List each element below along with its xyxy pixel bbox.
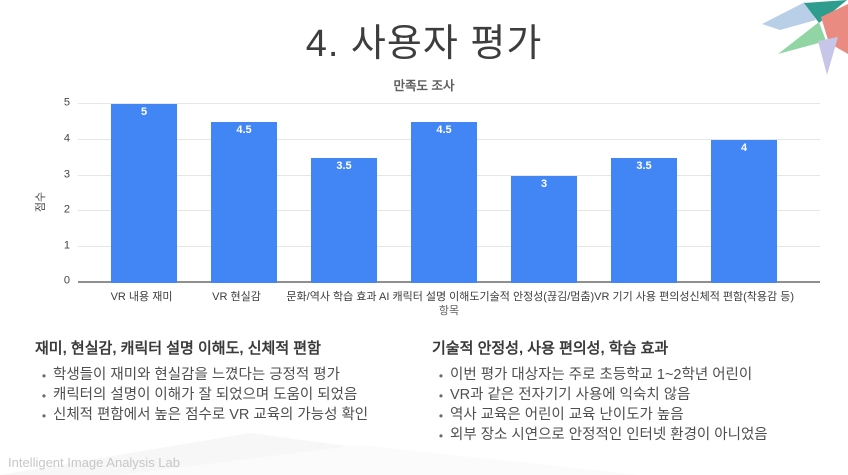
bar-value-label: 4.5 bbox=[436, 123, 452, 136]
bullet-text: 역사 교육은 어린이 교육 난이도가 높음 bbox=[450, 407, 684, 423]
notes-left-heading: 재미, 현실감, 캐릭터 설명 이해도, 신체적 편함 bbox=[35, 340, 321, 357]
bar: 5 bbox=[111, 104, 177, 283]
bar-value-label: 4.5 bbox=[236, 123, 252, 136]
bar-series: 5 4.5 3.5 4.5 3 3.5 4 bbox=[94, 104, 794, 283]
bar-slot: 3 bbox=[494, 104, 594, 283]
watermark-decoration bbox=[0, 433, 640, 475]
chart-title: 만족도 조사 bbox=[393, 79, 455, 93]
notes-right-list: • 이번 평가 대상자는 주로 초등학교 1~2학년 어린이 • VR과 같은 전자기… bbox=[432, 367, 838, 445]
bar: 3.5 bbox=[611, 157, 677, 283]
gridline: 5 bbox=[64, 96, 820, 108]
bullet-marker: • bbox=[438, 429, 444, 443]
category-label: VR 기기 사용 편의성 bbox=[594, 291, 690, 303]
bullet-text: 학생들이 재미와 현실감을 느꼈다는 긍정적 평가 bbox=[53, 367, 340, 383]
pinwheel-decoration bbox=[762, 0, 848, 75]
page-title: 4. 사용자 평가 bbox=[305, 23, 543, 65]
bar-slot: 3.5 bbox=[594, 104, 694, 283]
bullet-text: 신체적 편함에서 높은 점수로 VR 교육의 가능성 확인 bbox=[53, 407, 369, 423]
bullet-marker: • bbox=[41, 369, 47, 383]
category-label: VR 내용 재미 bbox=[110, 291, 173, 303]
category-label: 문화/역사 학습 효과 bbox=[286, 291, 377, 303]
notes-section: 재미, 현실감, 캐릭터 설명 이해도, 신체적 편함 • 학생들이 재미와 현실… bbox=[35, 337, 838, 447]
category-label: 기술적 안정성(끊김/멈춤) bbox=[479, 291, 595, 303]
bar-value-label: 5 bbox=[140, 106, 148, 118]
bar-slot: 4.5 bbox=[394, 104, 494, 283]
bar: 3 bbox=[511, 175, 577, 283]
bar-slot: 4 bbox=[694, 104, 794, 283]
bullet-item: • 역사 교육은 어린이 교육 난이도가 높음 bbox=[432, 407, 838, 425]
bar-slot: 5 bbox=[94, 104, 194, 283]
bullet-marker: • bbox=[438, 369, 444, 383]
category-label: AI 캐릭터 설명 이해도 bbox=[379, 291, 480, 303]
bullet-marker: • bbox=[438, 409, 444, 423]
bar: 4.5 bbox=[211, 121, 277, 283]
notes-left-column: 재미, 현실감, 캐릭터 설명 이해도, 신체적 편함 • 학생들이 재미와 현실… bbox=[35, 337, 432, 447]
satisfaction-bar-chart: 만족도 조사 점수 0 1 2 3 4 5 5 4.5 3.5 4.5 3 3.5 4 VR 내용 재… bbox=[0, 70, 848, 320]
y-tick-label: 4 bbox=[63, 132, 70, 145]
bullet-text: 외부 장소 시연으로 안정적인 인터넷 환경이 아니었음 bbox=[450, 427, 768, 443]
y-axis-title: 점수 bbox=[35, 191, 48, 213]
category-axis-labels: VR 내용 재미 VR 현실감 문화/역사 학습 효과 AI 캐릭터 설명 이해도 기술… bbox=[94, 288, 794, 304]
bullet-marker: • bbox=[438, 389, 444, 403]
y-tick-label: 5 bbox=[63, 96, 70, 109]
bullet-text: VR과 같은 전자기기 사용에 익숙치 않음 bbox=[450, 387, 691, 403]
y-tick-label: 3 bbox=[63, 168, 70, 181]
y-tick-label: 2 bbox=[63, 203, 70, 216]
bar: 4 bbox=[711, 139, 777, 283]
bullet-marker: • bbox=[41, 389, 47, 403]
bar: 4.5 bbox=[411, 121, 477, 283]
bullet-item: • VR과 같은 전자기기 사용에 익숙치 않음 bbox=[432, 387, 838, 405]
notes-left-list: • 학생들이 재미와 현실감을 느꼈다는 긍정적 평가 • 캐릭터의 설명이 이해가 … bbox=[35, 367, 432, 425]
bullet-marker: • bbox=[41, 409, 47, 423]
y-tick-label: 0 bbox=[63, 274, 70, 287]
bar-value-label: 3.5 bbox=[636, 159, 652, 172]
bar-value-label: 3.5 bbox=[336, 159, 352, 172]
bar-slot: 4.5 bbox=[194, 104, 294, 283]
category-label: VR 현실감 bbox=[212, 291, 261, 303]
y-tick-label: 1 bbox=[63, 239, 70, 252]
bullet-item: • 외부 장소 시연으로 안정적인 인터넷 환경이 아니었음 bbox=[432, 427, 838, 445]
notes-right-heading: 기술적 안정성, 사용 편의성, 학습 효과 bbox=[432, 340, 669, 357]
x-axis-title: 항목 bbox=[438, 305, 460, 317]
category-label: 신체적 편함(착용감 등) bbox=[689, 291, 794, 303]
bar-slot: 3.5 bbox=[294, 104, 394, 283]
chart-plot-area: 0 1 2 3 4 5 5 4.5 3.5 4.5 3 3.5 4 VR 내용 재미 VR 현실감 문화/… bbox=[64, 96, 820, 303]
bullet-item: • 캐릭터의 설명이 이해가 잘 되었으며 도움이 되었음 bbox=[35, 387, 432, 405]
bullet-item: • 신체적 편함에서 높은 점수로 VR 교육의 가능성 확인 bbox=[35, 407, 432, 425]
bar-value-label: 3 bbox=[540, 177, 548, 190]
bullet-item: • 이번 평가 대상자는 주로 초등학교 1~2학년 어린이 bbox=[432, 367, 838, 385]
bar: 3.5 bbox=[311, 157, 377, 283]
footer-lab-name: Intelligent Image Analysis Lab bbox=[8, 455, 180, 470]
bullet-item: • 학생들이 재미와 현실감을 느꼈다는 긍정적 평가 bbox=[35, 367, 432, 385]
bar-value-label: 4 bbox=[740, 141, 748, 154]
bullet-text: 캐릭터의 설명이 이해가 잘 되었으며 도움이 되었음 bbox=[53, 387, 358, 403]
notes-right-column: 기술적 안정성, 사용 편의성, 학습 효과 • 이번 평가 대상자는 주로 초등… bbox=[432, 337, 838, 447]
bullet-text: 이번 평가 대상자는 주로 초등학교 1~2학년 어린이 bbox=[450, 367, 753, 383]
